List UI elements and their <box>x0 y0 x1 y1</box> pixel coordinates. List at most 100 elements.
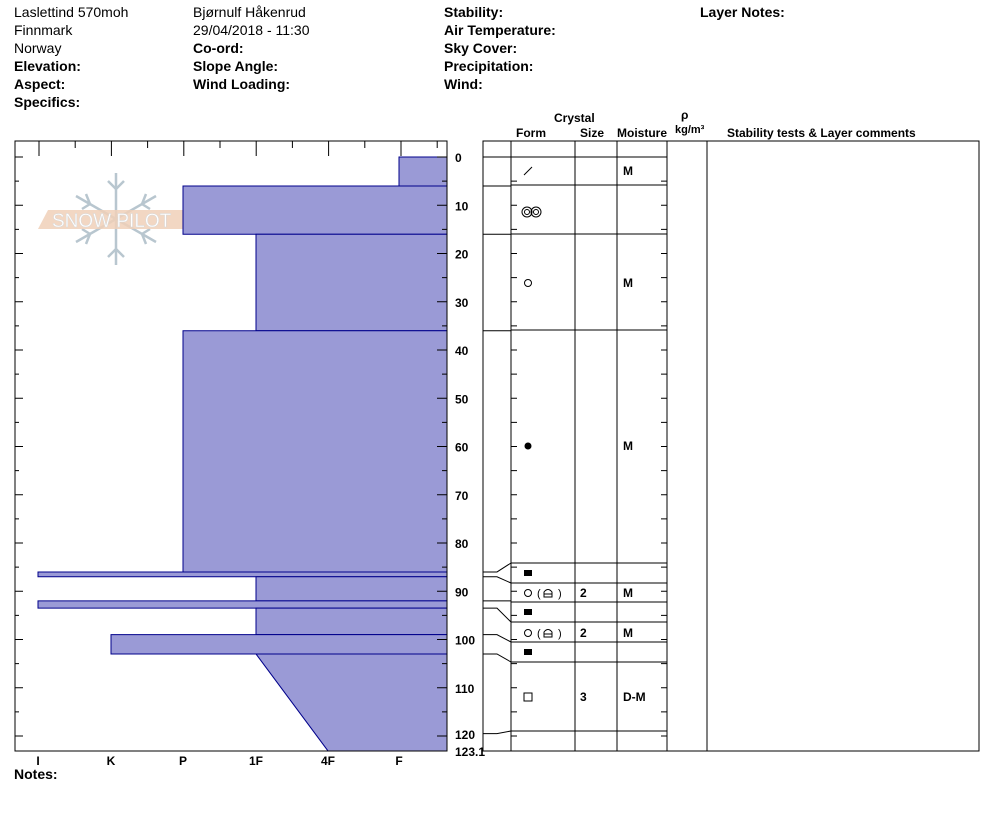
table-frame <box>482 140 980 752</box>
depth-tick-label: 60 <box>455 441 469 455</box>
depth-tick-label: 80 <box>455 537 469 551</box>
ice-formation-icon <box>524 649 532 655</box>
hardness-bar <box>182 185 448 235</box>
depth-connector <box>483 634 512 643</box>
notes-label: Notes: <box>14 766 58 782</box>
density-rho-header: ρ <box>681 108 689 122</box>
stroke <box>523 166 533 176</box>
moisture: M <box>623 586 633 600</box>
snow-pilot-logo: SNOW PILOT <box>38 173 194 265</box>
hardness-bar <box>182 330 448 573</box>
depth-connector <box>483 730 512 735</box>
observer: Bjørnulf Håkenrud <box>193 4 306 20</box>
moisture: M <box>623 626 633 640</box>
sky-cover-label: Sky Cover: <box>444 40 518 56</box>
depth-tick-label: 110 <box>455 682 475 696</box>
depth-tick-label: 30 <box>455 296 469 310</box>
depth-tick-label: 70 <box>455 489 469 503</box>
precipitation-label: Precipitation: <box>444 58 534 74</box>
melt-freeze-cluster-icon <box>521 206 542 218</box>
depth-tick-label: 40 <box>455 344 469 358</box>
hardness-tick-label: F <box>395 754 402 768</box>
region: Finnmark <box>14 22 73 38</box>
comments-header: Stability tests & Layer comments <box>727 126 916 140</box>
specifics-label: Specifics: <box>14 94 81 110</box>
circle <box>533 209 539 215</box>
hardness-tick-label: P <box>179 754 187 768</box>
rounded-faceted-icon: () <box>524 628 562 640</box>
decomposing-fragments-icon <box>523 166 533 176</box>
rounded-grains-icon <box>524 279 532 287</box>
rect <box>524 570 532 576</box>
hardness-tick-label: 1F <box>249 754 263 768</box>
depth-tick-label: 123.1 <box>455 745 485 759</box>
moisture-header: Moisture <box>617 126 668 140</box>
crystal-size: 2 <box>580 586 587 600</box>
hardness-tick-label: 4F <box>321 754 335 768</box>
svg-text:SNOW PILOT: SNOW PILOT <box>52 211 172 232</box>
hardness-bar <box>398 156 448 187</box>
rect <box>523 692 533 702</box>
rect <box>524 649 532 655</box>
aspect-label: Aspect: <box>14 76 66 92</box>
moisture: M <box>623 164 633 178</box>
faceted-rounded-glyph <box>543 589 553 598</box>
crystal-size: 3 <box>580 690 587 704</box>
melt-forms-icon <box>524 442 532 450</box>
depth-tick-label: 0 <box>455 151 462 165</box>
size-header: Size <box>580 126 605 140</box>
hardness-bar <box>255 233 448 332</box>
paren: ( <box>537 628 541 640</box>
moisture: M <box>623 276 633 290</box>
hardness-tick-label: I <box>36 754 39 768</box>
depth-tick-label: 100 <box>455 634 475 648</box>
rounded-faceted-icon: () <box>524 588 562 600</box>
hardness-bar <box>110 634 448 655</box>
hardness-bar <box>255 576 448 602</box>
form-header: Form <box>516 126 546 140</box>
paren: ( <box>537 588 541 600</box>
hardness-bar <box>255 653 448 752</box>
paren: ) <box>558 628 562 640</box>
depth-tick-label: 10 <box>455 199 469 213</box>
hardness-bar <box>255 607 448 636</box>
depth-tick-label: 90 <box>455 585 469 599</box>
crystal-size: 2 <box>580 626 587 640</box>
circle <box>524 209 530 215</box>
depth-connector <box>483 562 512 573</box>
depth-tick-label: 120 <box>455 728 475 742</box>
datetime: 29/04/2018 - 11:30 <box>193 22 310 38</box>
wind-label: Wind: <box>444 76 483 92</box>
circle <box>530 206 542 218</box>
hardness-bar <box>37 600 448 609</box>
circle <box>524 279 532 287</box>
stability-label: Stability: <box>444 4 504 20</box>
country: Norway <box>14 40 62 56</box>
circle <box>524 589 532 597</box>
density-unit-header: kg/m³ <box>675 124 705 136</box>
hardness-bar <box>37 571 448 578</box>
slope-angle-label: Slope Angle: <box>193 58 279 74</box>
ice-formation-icon <box>524 570 532 576</box>
faceted-rounded-glyph <box>543 629 553 638</box>
hardness-tick-label: K <box>107 754 116 768</box>
rect <box>524 609 532 615</box>
coord-label: Co-ord: <box>193 40 244 56</box>
crystal-header: Crystal <box>554 111 595 125</box>
layer-notes-label: Layer Notes: <box>700 4 785 20</box>
moisture: M <box>623 439 633 453</box>
elevation-label: Elevation: <box>14 58 81 74</box>
depth-connector <box>483 653 512 663</box>
location: Laslettind 570moh <box>14 4 129 20</box>
paren: ) <box>558 588 562 600</box>
circle <box>524 629 532 637</box>
depth-connector <box>483 576 512 584</box>
ice-formation-icon <box>524 609 532 615</box>
depth-tick-label: 20 <box>455 248 469 262</box>
circle <box>524 442 532 450</box>
wind-loading-label: Wind Loading: <box>193 76 291 92</box>
air-temperature-label: Air Temperature: <box>444 22 556 38</box>
depth-connector <box>483 607 512 623</box>
faceted-crystals-icon <box>523 692 533 702</box>
